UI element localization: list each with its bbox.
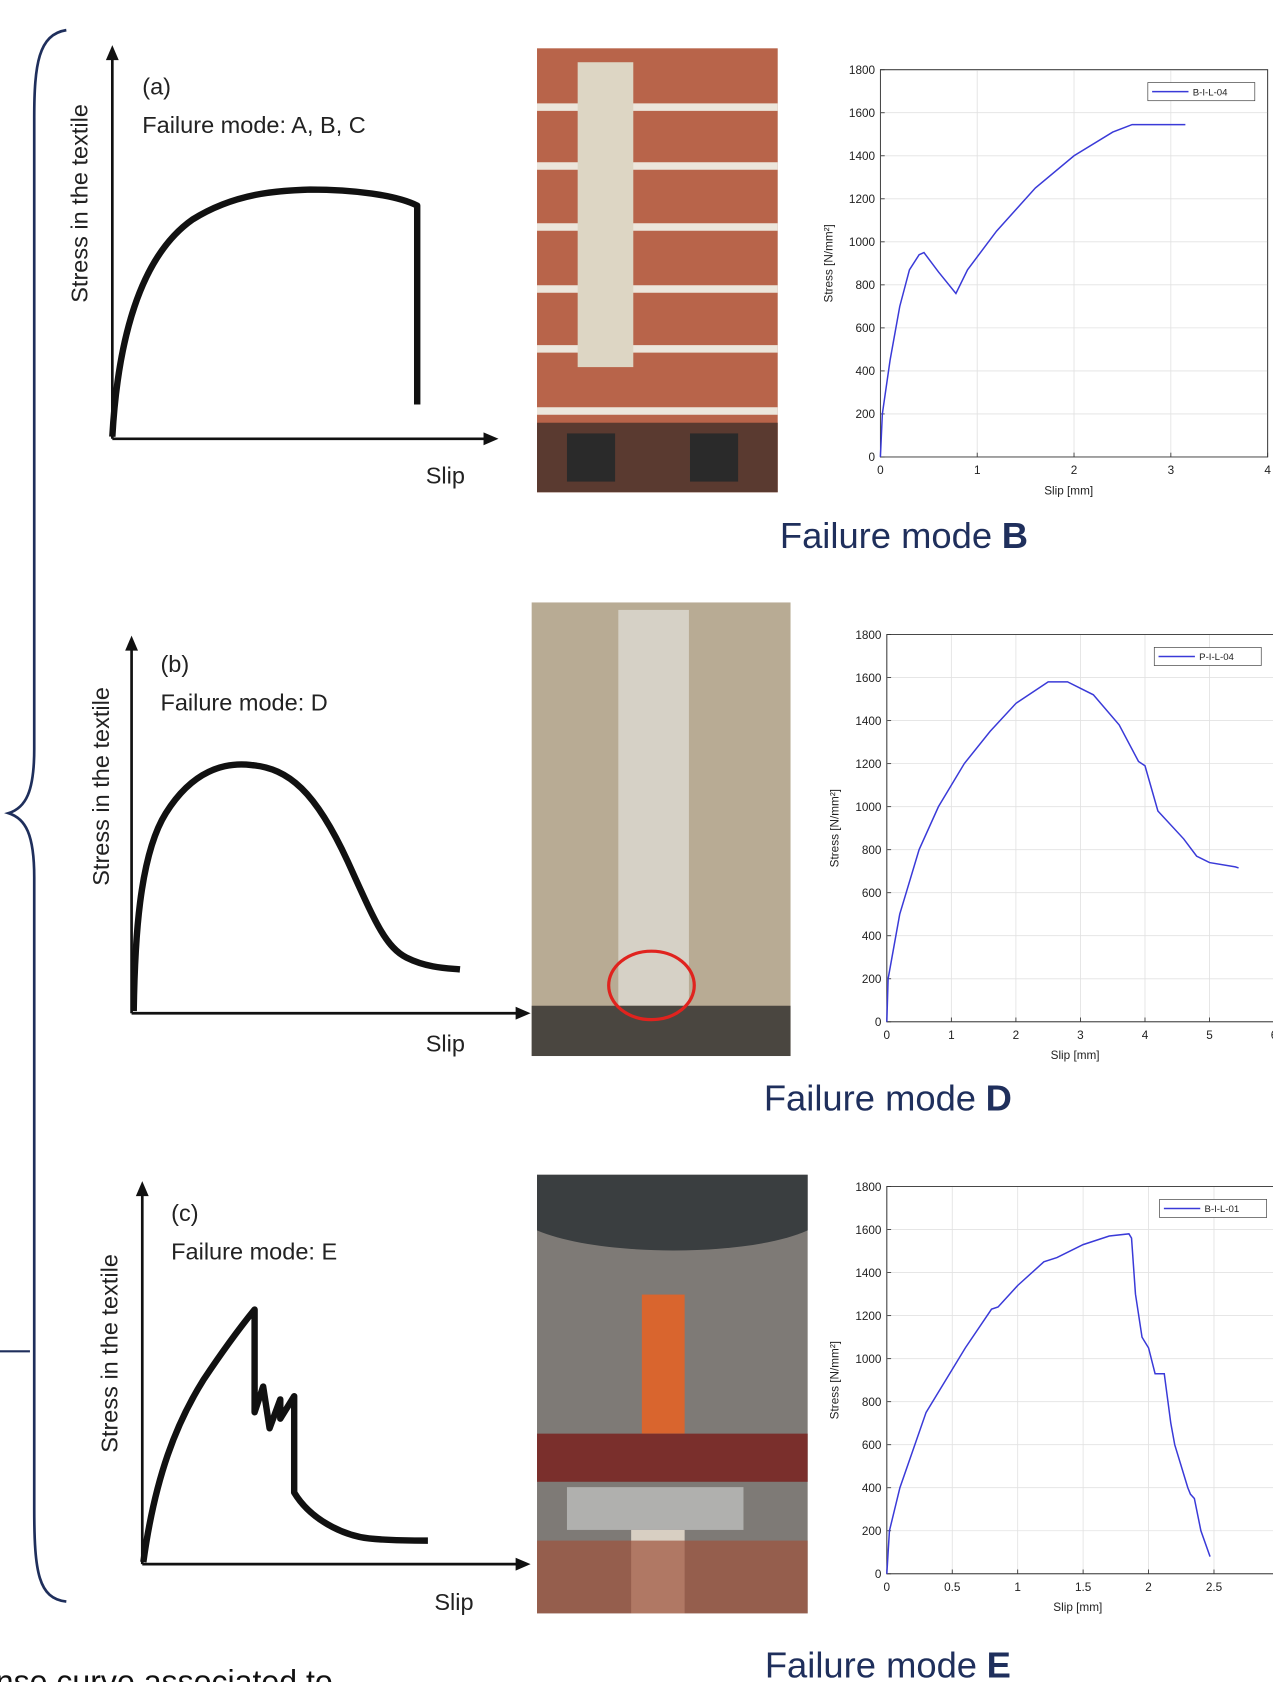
line-series (879, 123, 1186, 457)
y-tick-label: 1200 (849, 193, 876, 206)
y-tick-label: 1000 (849, 236, 876, 249)
plot-area (886, 634, 1273, 1023)
x-tick-label: 3 (1168, 464, 1175, 477)
footer-text: nse curve associated to (0, 1664, 333, 1682)
line-series (886, 681, 1239, 1022)
x-tick-label: 2 (1145, 1581, 1152, 1594)
y-axis-label: Stress [N/mm²] (822, 224, 835, 302)
x-tick-label: 2 (1013, 1029, 1020, 1042)
y-tick-label: 1800 (855, 629, 882, 642)
y-tick-label: 1800 (849, 64, 876, 77)
y-tick-label: 400 (862, 1482, 882, 1495)
x-axis-label: Slip [mm] (1044, 484, 1093, 497)
sketch-text: Failure mode: A, B, C (142, 112, 366, 138)
sketch-arrows (105, 45, 531, 1571)
x-tick-label: 2 (1071, 464, 1078, 477)
y-tick-label: 600 (862, 887, 882, 900)
y-tick-label: 800 (862, 1396, 882, 1409)
sketch-curves (109, 186, 461, 1563)
y-tick-label: 1000 (855, 1353, 882, 1366)
x-tick-label: 6 (1271, 1029, 1273, 1042)
caption: Failure mode D (764, 1078, 1012, 1119)
sketch-label: (a) (142, 73, 171, 99)
sketch-ylabel: Stress in the textile (67, 104, 93, 303)
sketch-label: (b) (160, 651, 189, 677)
caption: Failure mode B (780, 515, 1028, 556)
sketch-xlabel: Slip (426, 1031, 465, 1057)
x-tick-label: 1 (1014, 1581, 1021, 1594)
x-tick-label: 1.5 (1075, 1581, 1092, 1594)
y-tick-label: 1600 (849, 107, 876, 120)
y-tick-label: 800 (855, 279, 875, 292)
photo-a (537, 48, 778, 493)
y-tick-label: 400 (855, 365, 875, 378)
plot-frame (886, 1186, 1273, 1575)
y-tick-label: 1200 (855, 758, 882, 771)
sketch-text: Failure mode: D (160, 689, 327, 715)
caption-mode: E (987, 1645, 1011, 1682)
y-tick-label: 1600 (855, 1224, 882, 1237)
caption-mode: D (986, 1078, 1012, 1119)
sketch-label: (c) (171, 1200, 198, 1226)
y-tick-label: 200 (855, 408, 875, 421)
brace (4, 28, 67, 1603)
x-tick-label: 4 (1142, 1029, 1149, 1042)
sketch-xlabel: Slip (426, 463, 465, 489)
legend-label: B-I-L-01 (1205, 1204, 1240, 1215)
y-tick-label: 600 (855, 322, 875, 335)
y-tick-label: 400 (862, 930, 882, 943)
y-tick-label: 200 (862, 1525, 882, 1538)
y-tick-label: 0 (875, 1016, 882, 1029)
y-tick-label: 1400 (855, 715, 882, 728)
legend-box (1159, 1199, 1267, 1218)
y-tick-label: 600 (862, 1439, 882, 1452)
caption-prefix: Failure mode (765, 1645, 977, 1682)
x-tick-label: 3 (1077, 1029, 1084, 1042)
caption: Failure mode E (765, 1645, 1011, 1682)
legend-label: P-I-L-04 (1199, 652, 1234, 663)
y-tick-label: 200 (862, 973, 882, 986)
y-tick-label: 1000 (855, 801, 882, 814)
caption-prefix: Failure mode (780, 515, 992, 556)
x-tick-label: 4 (1264, 464, 1271, 477)
y-tick-label: 0 (869, 451, 876, 464)
y-tick-label: 1400 (849, 150, 876, 163)
y-axis-label: Stress [N/mm²] (829, 1341, 842, 1419)
line-series (886, 1233, 1211, 1574)
x-tick-label: 5 (1206, 1029, 1213, 1042)
caption-mode: B (1002, 515, 1028, 556)
photo-b (531, 602, 791, 1057)
sketch-xlabel: Slip (434, 1589, 473, 1615)
photo-c (537, 1174, 808, 1614)
y-tick-label: 1600 (855, 672, 882, 685)
x-axis-label: Slip [mm] (1053, 1601, 1102, 1614)
legend-label: B-I-L-04 (1193, 87, 1228, 98)
plot-frame (879, 69, 1269, 458)
plot-area (886, 1186, 1273, 1575)
y-tick-label: 800 (862, 844, 882, 857)
x-tick-label: 0.5 (944, 1581, 961, 1594)
x-tick-label: 1 (948, 1029, 955, 1042)
y-tick-label: 1200 (855, 1310, 882, 1323)
sketch-text: Failure mode: E (171, 1238, 337, 1264)
legend-box (1153, 647, 1262, 666)
y-tick-label: 0 (875, 1568, 882, 1581)
sketch-axes (110, 55, 519, 1566)
sketch-ylabel: Stress in the textile (88, 687, 114, 886)
x-tick-label: 2.5 (1206, 1581, 1223, 1594)
x-axis-label: Slip [mm] (1051, 1049, 1100, 1062)
x-tick-label: 0 (884, 1581, 891, 1594)
y-tick-label: 1400 (855, 1267, 882, 1280)
sketch-ylabel: Stress in the textile (97, 1254, 123, 1453)
x-tick-label: 0 (877, 464, 884, 477)
x-tick-label: 0 (884, 1029, 891, 1042)
plot-frame (886, 634, 1273, 1023)
legend-box (1147, 82, 1256, 102)
caption-prefix: Failure mode (764, 1078, 976, 1119)
x-tick-label: 1 (974, 464, 981, 477)
y-axis-label: Stress [N/mm²] (829, 789, 842, 867)
y-tick-label: 1800 (855, 1181, 882, 1194)
